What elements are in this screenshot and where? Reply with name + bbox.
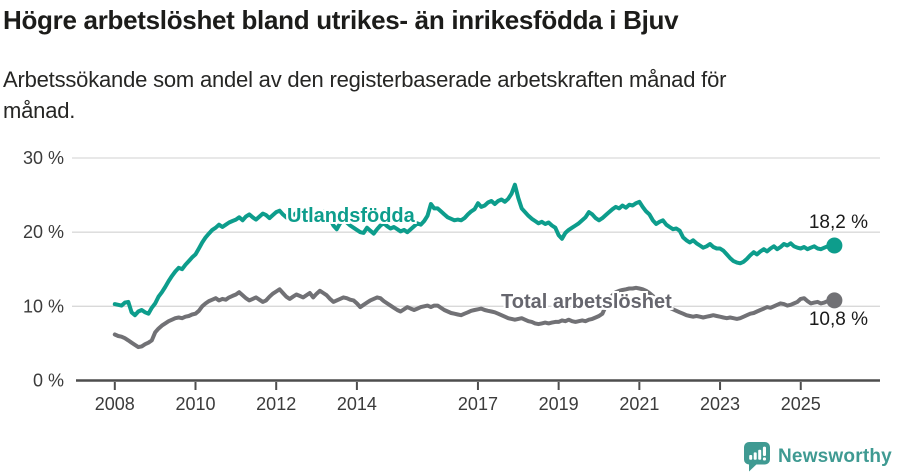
x-axis-tick-label: 2008 (95, 394, 135, 414)
series-end-dot-0 (826, 237, 843, 254)
newsworthy-logo[interactable]: Newsworthy (743, 441, 892, 472)
series-line-0 (112, 182, 837, 318)
x-axis-tick-label: 2019 (539, 394, 579, 414)
x-axis-tick-label: 2023 (700, 394, 740, 414)
chart-subtitle: Arbetssökande som andel av den registerb… (3, 64, 883, 126)
series-label-utlandsfodda: Utlandsfödda (287, 205, 415, 227)
page-title: Högre arbetslöshet bland utrikes- än inr… (3, 5, 679, 35)
exclamation-mark (762, 446, 766, 461)
speech-bubble-shape (744, 442, 770, 465)
x-axis-tick-label: 2017 (458, 394, 498, 414)
x-axis-tick-label: 2014 (337, 394, 377, 414)
x-axis-tick-label: 2012 (256, 394, 296, 414)
bar-chart-glyph (749, 449, 762, 460)
series-end-dot-1 (826, 292, 843, 309)
newsworthy-logo-icon (744, 442, 770, 472)
x-axis-tick-label: 2025 (781, 394, 821, 414)
y-axis-tick-label: 30 % (23, 148, 64, 168)
x-axis-tick-label: 2010 (175, 394, 215, 414)
end-value-label-utlandsfodda: 18,2 % (808, 212, 868, 233)
newsworthy-logo-text: Newsworthy (778, 445, 892, 467)
y-axis-tick-label: 10 % (23, 296, 64, 316)
y-axis-tick-label: 0 % (33, 371, 64, 391)
x-axis-tick-label: 2021 (619, 394, 659, 414)
subtitle-line-1: Arbetssökande som andel av den registerb… (3, 67, 727, 92)
series-label-total-arbetsloshet: Total arbetslöshet (501, 291, 672, 313)
series-line-1 (112, 285, 837, 350)
y-axis-tick-label: 20 % (23, 222, 64, 242)
subtitle-line-2: månad. (3, 98, 76, 123)
end-value-label-total: 10,8 % (808, 309, 868, 330)
speech-bubble-tail (749, 462, 759, 472)
